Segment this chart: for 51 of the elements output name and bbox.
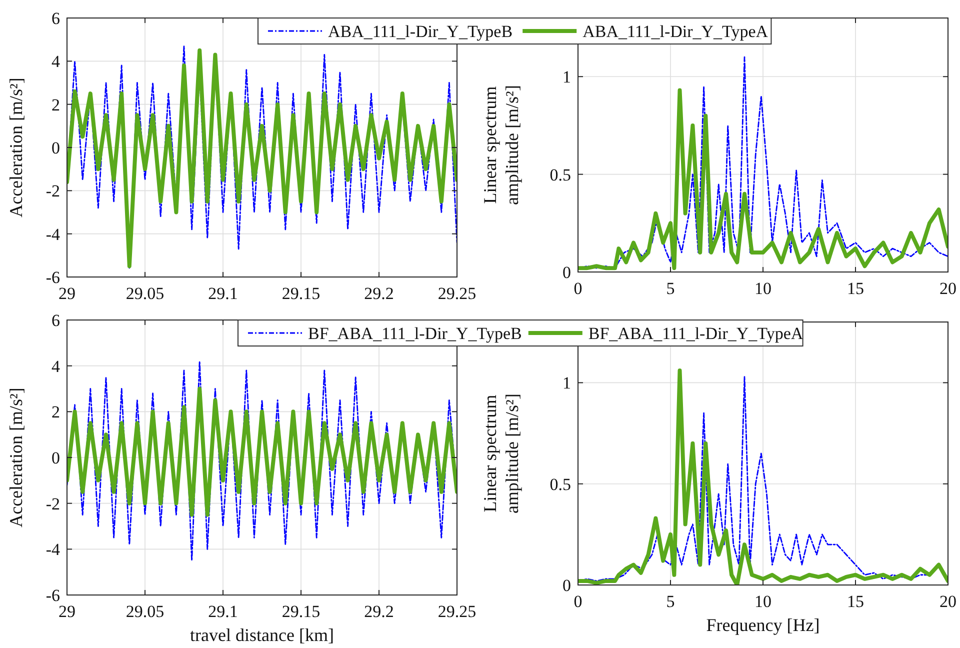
x-tick-label: 20 [940,592,956,611]
line-series [67,386,457,517]
line-series [578,88,948,270]
y-tick-label: 4 [52,356,60,376]
x-tick-label: 5 [666,279,675,298]
x-tick-label: 29.05 [126,602,164,621]
y-tick-label: 1 [562,374,571,393]
x-tick-label: 29 [58,602,76,621]
x-tick-label: 29.1 [208,602,238,621]
y-tick-label: -4 [46,224,60,244]
y-axis-title: Acceleration [m/s²] [6,388,26,528]
y-tick-label: -4 [46,540,60,560]
x-tick-label: 5 [666,592,675,611]
y-tick-label: 2 [52,402,60,422]
legend-label: ABA_111_l-Dir_Y_TypeB [328,22,513,41]
x-tick-label: 29.2 [364,602,394,621]
y-tick-label: 0.5 [550,474,571,494]
y-tick-label: -6 [46,268,60,287]
x-tick-label: 29.2 [364,284,394,303]
x-tick-label: 10 [754,592,772,611]
x-tick-label: 29.05 [126,284,164,303]
y-tick-label: 0 [562,263,571,282]
y-tick-label: 4 [52,52,60,72]
y-tick-label: -6 [46,586,60,605]
x-tick-label: 15 [847,592,864,611]
x-tick-label: 29.15 [282,284,320,303]
x-tick-label: 29.25 [438,284,476,303]
x-axis-title: Frequency [Hz] [706,615,820,635]
y-tick-label: 6 [52,9,60,28]
y-tick-label: -2 [46,182,60,201]
y-tick-label: 6 [52,311,60,330]
legend-label: BF_ABA_111_l-Dir_Y_TypeB [308,324,522,343]
y-tick-label: 0 [52,138,60,158]
y-tick-label: 0 [52,448,60,468]
x-tick-label: 29.25 [438,602,476,621]
x-tick-label: 20 [940,279,956,298]
x-tick-label: 10 [754,279,772,298]
y-tick-label: 0 [562,576,571,595]
x-tick-label: 29.15 [282,602,320,621]
y-tick-label: 2 [52,95,60,114]
y-axis-title: Linear spectrum amplitude [m/s²] [480,394,522,514]
x-tick-label: 15 [847,279,864,298]
y-axis-title: Linear spectrum amplitude [m/s²] [480,85,522,205]
y-tick-label: -2 [46,494,60,514]
y-tick-label: 1 [562,68,571,87]
y-axis-title: Acceleration [m/s²] [6,78,26,218]
x-tick-label: 29 [58,284,76,303]
y-tick-label: 0.5 [550,165,571,184]
legend-label: ABA_111_l-Dir_Y_TypeA [582,22,769,41]
x-tick-label: 29.1 [208,284,238,303]
x-axis-title: travel distance [km] [190,625,334,645]
